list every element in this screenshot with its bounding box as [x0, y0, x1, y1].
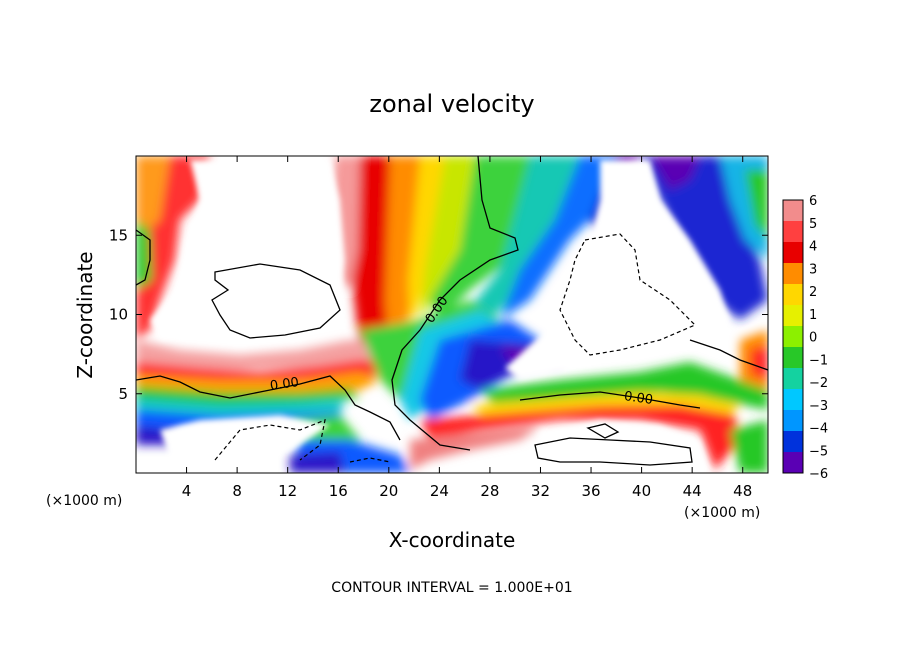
contour-label-left: 0.00 [269, 375, 300, 394]
x-axis: 4 8 12 16 20 24 28 32 36 40 44 48 [182, 156, 752, 500]
colorbar-tick-label: 5 [809, 217, 817, 232]
colorbar-tick-label: −6 [809, 467, 828, 482]
colorbar-tick-label: 4 [809, 240, 817, 255]
colorbar: 6 5 4 3 2 1 0 −1 −2 −3 −4 −5 −6 [782, 194, 828, 482]
colorbar-tick-label: −4 [809, 422, 828, 437]
x-tick-label: 36 [581, 482, 600, 500]
colorbar-swatch [783, 347, 803, 369]
x-tick-label: 28 [480, 482, 499, 500]
contour-interval-note: CONTOUR INTERVAL = 1.000E+01 [331, 580, 572, 596]
field-region-green-lower-right [480, 362, 768, 410]
x-axis-label: X-coordinate [389, 528, 516, 552]
contour-dashed-upper-right [559, 233, 697, 356]
colorbar-frame [782, 199, 804, 474]
x-unit-left: (×1000 m) [46, 493, 122, 509]
x-tick-label: 32 [531, 482, 550, 500]
colorbar-swatch [783, 200, 803, 222]
colorbar-swatch [783, 242, 803, 264]
colorbar-swatch [783, 452, 803, 474]
field-region-violet-right [650, 156, 700, 190]
y-tick-label: 5 [118, 385, 128, 403]
colorbar-swatch [783, 221, 803, 243]
plot-area: 0.00 0.00 0.00 [136, 156, 768, 473]
white-region-lower-left [160, 415, 330, 470]
y-axis-label: Z-coordinate [73, 251, 97, 378]
field-region-pink-lower-right [410, 426, 540, 470]
x-unit-right: (×1000 m) [684, 505, 760, 521]
field-region-navy-bottom-left [290, 452, 345, 473]
colorbar-swatch [783, 305, 803, 327]
x-tick-label: 12 [278, 482, 297, 500]
field-region-teal-band [136, 398, 345, 418]
field-region-green-right [745, 170, 768, 240]
contour-zero-upper [391, 156, 519, 451]
x-tick-label: 48 [733, 482, 752, 500]
colorbar-swatch [783, 389, 803, 411]
contour-zero-right-band [519, 391, 701, 409]
colorbar-swatch [783, 410, 803, 432]
colorbar-tick-label: 1 [809, 308, 817, 323]
field-region-blue-upper [500, 156, 630, 320]
x-tick-label: 8 [232, 482, 242, 500]
chart-title: zonal velocity [369, 90, 534, 118]
colorbar-tick-label: 6 [809, 194, 817, 209]
field-region-green-upper [430, 156, 545, 320]
field-region-green-left-edge [136, 220, 152, 290]
colorbar-tick-label: −5 [809, 444, 828, 459]
contour-solid-right-edge [689, 339, 768, 371]
white-region-upper-right [505, 160, 730, 380]
colorbar-tick-label: 0 [809, 331, 817, 346]
field-region-pink-band [136, 340, 390, 370]
contour-zero-left-band [136, 375, 401, 441]
colorbar-tick-label: −1 [809, 353, 828, 368]
colorbar-tick-label: −2 [809, 376, 828, 391]
colorbar-tick-label: 2 [809, 285, 817, 300]
colorbar-swatch [783, 284, 803, 306]
white-region-upper-left [150, 160, 345, 345]
x-tick-label: 20 [379, 482, 398, 500]
field-region-green-band [136, 386, 360, 405]
contour-label-right: 0.00 [623, 389, 654, 408]
colorbar-swatch [783, 263, 803, 285]
field-region-lime-center [420, 156, 480, 320]
field-region-orange-band [136, 372, 380, 392]
field-region-red-lower-right [420, 405, 740, 470]
white-region-lower-right [540, 420, 710, 473]
field-region-teal-upper [460, 156, 590, 330]
contour-zero-left-edge [136, 229, 151, 286]
colorbar-tick-label: 3 [809, 262, 817, 277]
field-region-orange-center [385, 156, 425, 360]
field-region-red-band [136, 360, 385, 382]
x-tick-label: 44 [683, 482, 702, 500]
contour-solid-small [586, 423, 620, 439]
colorbar-tick-label: −3 [809, 399, 828, 414]
field-region-navy-right [640, 156, 768, 320]
contour-solid-lower-right [534, 437, 693, 466]
field-region-red-right [750, 345, 768, 380]
contour-solid-upper-left [211, 263, 341, 339]
colorbar-swatch [783, 431, 803, 453]
y-tick-label: 10 [109, 306, 128, 324]
colorbar-swatch [783, 326, 803, 348]
contour-dashed-lower-left [214, 419, 326, 461]
y-axis: 5 10 15 [109, 226, 768, 403]
x-tick-label: 16 [329, 482, 348, 500]
y-tick-label: 15 [109, 226, 128, 244]
field-region-green-bottom-right [730, 420, 768, 473]
x-tick-label: 24 [430, 482, 449, 500]
field-region-orange-left [136, 156, 170, 240]
x-tick-label: 40 [632, 482, 651, 500]
x-tick-label: 4 [182, 482, 192, 500]
colorbar-swatch [783, 368, 803, 390]
